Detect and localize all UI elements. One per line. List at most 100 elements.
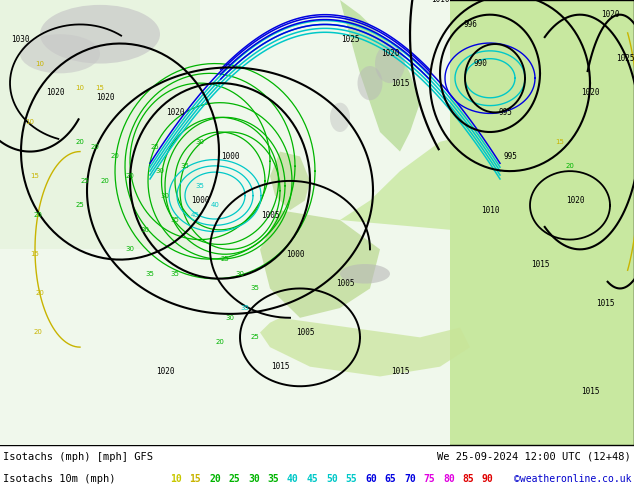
Polygon shape <box>260 210 380 318</box>
Text: 1015: 1015 <box>531 260 549 269</box>
Text: 35: 35 <box>240 305 249 311</box>
Text: 35: 35 <box>195 183 204 189</box>
Text: 20: 20 <box>34 329 42 336</box>
Text: 40: 40 <box>287 474 299 484</box>
Text: 10: 10 <box>36 61 44 67</box>
Text: 20: 20 <box>75 139 84 145</box>
Text: 20: 20 <box>566 163 574 169</box>
Text: 1020: 1020 <box>165 108 184 117</box>
Polygon shape <box>340 0 420 151</box>
Text: 10: 10 <box>75 85 84 91</box>
Ellipse shape <box>20 34 100 74</box>
Text: 45: 45 <box>306 474 318 484</box>
Text: 1015: 1015 <box>391 367 410 376</box>
Text: 1020: 1020 <box>156 367 174 376</box>
Text: 1020: 1020 <box>581 88 599 98</box>
Text: 1020: 1020 <box>381 49 399 58</box>
Text: 1020: 1020 <box>566 196 585 205</box>
Text: 1025: 1025 <box>340 35 359 44</box>
Text: 85: 85 <box>462 474 474 484</box>
Text: 1000: 1000 <box>286 250 304 259</box>
Text: 35: 35 <box>171 217 179 223</box>
Text: 25: 25 <box>250 334 259 341</box>
Text: 35: 35 <box>146 271 155 277</box>
Text: 1010: 1010 <box>481 206 499 215</box>
Text: 990: 990 <box>473 59 487 68</box>
Text: 20: 20 <box>91 144 100 149</box>
Text: 1005: 1005 <box>261 211 279 220</box>
Text: 35: 35 <box>181 163 190 169</box>
Text: 30: 30 <box>155 168 164 174</box>
Text: 10: 10 <box>25 119 34 125</box>
Text: 25: 25 <box>228 474 240 484</box>
Text: 50: 50 <box>326 474 338 484</box>
Text: 60: 60 <box>365 474 377 484</box>
Text: 1025: 1025 <box>616 54 634 63</box>
Ellipse shape <box>40 5 160 64</box>
Text: 995: 995 <box>503 152 517 161</box>
Text: 996: 996 <box>463 20 477 29</box>
Ellipse shape <box>330 103 350 132</box>
Text: 1005: 1005 <box>295 328 314 337</box>
Bar <box>0 0 450 445</box>
Text: 15: 15 <box>555 139 564 145</box>
Text: 25: 25 <box>151 144 159 149</box>
Text: 20: 20 <box>216 339 224 345</box>
Text: 70: 70 <box>404 474 416 484</box>
Text: 30: 30 <box>248 474 260 484</box>
Bar <box>0 0 200 249</box>
Text: 1010: 1010 <box>430 0 450 4</box>
Text: 1000: 1000 <box>221 152 239 161</box>
Text: 1020: 1020 <box>601 10 619 19</box>
Text: 15: 15 <box>30 251 39 257</box>
Text: 55: 55 <box>346 474 357 484</box>
Text: 35: 35 <box>250 286 259 292</box>
Text: 20: 20 <box>101 178 110 184</box>
Text: 30: 30 <box>235 271 245 277</box>
Text: Isotachs 10m (mph): Isotachs 10m (mph) <box>3 474 115 484</box>
Text: 90: 90 <box>482 474 494 484</box>
Ellipse shape <box>375 44 405 83</box>
FancyBboxPatch shape <box>350 0 634 445</box>
Text: 65: 65 <box>384 474 396 484</box>
Text: ©weatheronline.co.uk: ©weatheronline.co.uk <box>514 474 631 484</box>
Text: 15: 15 <box>96 85 105 91</box>
Text: 10: 10 <box>170 474 182 484</box>
Text: 35: 35 <box>171 271 179 277</box>
Text: 25: 25 <box>221 256 230 262</box>
Text: 995: 995 <box>498 108 512 117</box>
Text: 1020: 1020 <box>96 93 114 102</box>
Text: Isotachs (mph) [mph] GFS: Isotachs (mph) [mph] GFS <box>3 452 153 462</box>
Ellipse shape <box>358 66 382 100</box>
Text: 45: 45 <box>191 212 199 218</box>
Text: 80: 80 <box>443 474 455 484</box>
Text: 20: 20 <box>209 474 221 484</box>
Text: 1015: 1015 <box>271 362 289 371</box>
Text: 30: 30 <box>195 139 205 145</box>
Polygon shape <box>260 318 470 376</box>
Text: 25: 25 <box>81 178 89 184</box>
Text: 20: 20 <box>34 212 42 218</box>
Text: 20: 20 <box>36 291 44 296</box>
Text: 15: 15 <box>190 474 201 484</box>
Text: 30: 30 <box>141 227 150 233</box>
Text: 20: 20 <box>126 173 134 179</box>
Text: 25: 25 <box>75 202 84 208</box>
Text: 1015: 1015 <box>581 387 599 395</box>
Text: 30: 30 <box>226 315 235 321</box>
Text: 35: 35 <box>268 474 279 484</box>
Text: 1005: 1005 <box>336 279 354 288</box>
Text: 40: 40 <box>210 202 219 208</box>
Polygon shape <box>270 151 310 210</box>
Text: 1015: 1015 <box>391 78 410 88</box>
Text: 30: 30 <box>126 246 134 252</box>
Text: 15: 15 <box>30 173 39 179</box>
Text: 20: 20 <box>110 153 119 159</box>
Text: 1030: 1030 <box>11 35 29 44</box>
Text: We 25-09-2024 12:00 UTC (12+48): We 25-09-2024 12:00 UTC (12+48) <box>437 452 631 462</box>
Text: 30: 30 <box>160 193 169 198</box>
Text: 1000: 1000 <box>191 196 209 205</box>
Text: 1020: 1020 <box>46 88 64 98</box>
Ellipse shape <box>340 264 390 284</box>
Text: 1015: 1015 <box>596 298 614 308</box>
